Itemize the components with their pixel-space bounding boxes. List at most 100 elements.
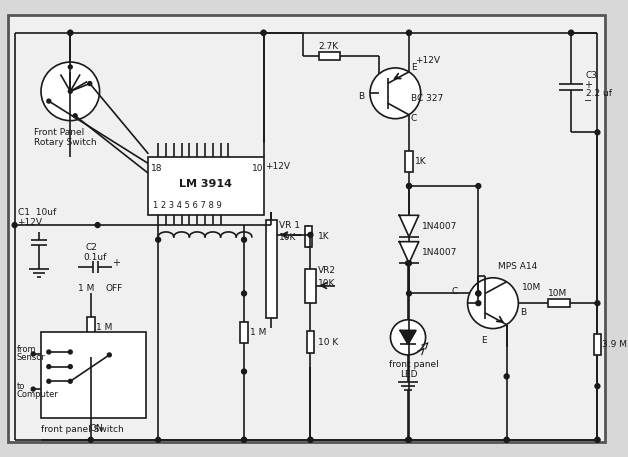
Text: 3.9 M: 3.9 M — [602, 340, 627, 349]
Circle shape — [504, 437, 509, 442]
Circle shape — [595, 437, 600, 442]
Text: +12V: +12V — [415, 56, 440, 64]
Bar — [87, 317, 95, 338]
Circle shape — [406, 184, 411, 188]
Circle shape — [156, 237, 161, 242]
Circle shape — [391, 320, 426, 355]
Circle shape — [595, 437, 600, 442]
Text: to: to — [16, 382, 25, 391]
Text: C: C — [411, 114, 417, 123]
Text: C2: C2 — [86, 243, 98, 252]
Circle shape — [47, 365, 51, 369]
Circle shape — [406, 260, 411, 266]
Circle shape — [68, 90, 72, 93]
Circle shape — [504, 374, 509, 379]
Circle shape — [595, 301, 600, 306]
Text: from: from — [16, 345, 36, 354]
Circle shape — [89, 437, 93, 442]
Text: BC 327: BC 327 — [411, 94, 443, 103]
Circle shape — [406, 30, 411, 35]
Polygon shape — [400, 330, 416, 344]
Text: LM 3914: LM 3914 — [180, 179, 232, 189]
Circle shape — [242, 437, 246, 442]
Text: 1K: 1K — [415, 157, 426, 166]
Text: 10K: 10K — [318, 279, 335, 288]
Text: MPS A14: MPS A14 — [498, 261, 537, 271]
Circle shape — [12, 223, 17, 228]
Text: 2.2 uf: 2.2 uf — [586, 89, 612, 98]
Text: Computer: Computer — [16, 390, 58, 399]
Text: VR 1: VR 1 — [279, 221, 300, 229]
Circle shape — [308, 437, 313, 442]
Circle shape — [242, 437, 246, 442]
Bar — [240, 322, 248, 343]
Text: B: B — [521, 308, 526, 318]
Text: 1 M: 1 M — [78, 284, 94, 293]
Circle shape — [47, 99, 51, 103]
Text: Front Panel: Front Panel — [34, 128, 84, 137]
Text: C: C — [452, 287, 458, 296]
Text: 1 M: 1 M — [95, 323, 112, 332]
Circle shape — [261, 30, 266, 35]
Text: +12V: +12V — [18, 218, 43, 227]
Circle shape — [595, 384, 600, 388]
Bar — [548, 299, 570, 307]
Circle shape — [406, 184, 411, 188]
Circle shape — [88, 82, 92, 85]
Text: 10 K: 10 K — [318, 338, 338, 347]
Polygon shape — [399, 215, 419, 237]
Circle shape — [242, 291, 246, 296]
Bar — [593, 334, 602, 356]
Text: 18: 18 — [151, 164, 163, 173]
Text: 10: 10 — [252, 164, 263, 173]
Circle shape — [156, 437, 161, 442]
Circle shape — [31, 352, 35, 356]
Text: C1  10uf: C1 10uf — [18, 208, 56, 217]
Bar — [306, 331, 315, 353]
Circle shape — [41, 62, 100, 121]
Circle shape — [68, 30, 73, 35]
Circle shape — [308, 233, 313, 237]
Circle shape — [73, 114, 77, 118]
Text: 10M: 10M — [522, 283, 541, 292]
Circle shape — [308, 437, 313, 442]
Bar — [41, 332, 146, 418]
Circle shape — [468, 278, 518, 329]
Circle shape — [370, 68, 421, 119]
Text: 2.7K: 2.7K — [319, 42, 339, 51]
Bar — [266, 220, 277, 318]
Circle shape — [68, 65, 72, 69]
Circle shape — [406, 437, 411, 442]
Text: front panel Switch: front panel Switch — [41, 425, 124, 434]
Text: B: B — [358, 92, 364, 101]
Text: 10K: 10K — [279, 233, 296, 242]
Bar — [305, 269, 317, 303]
Circle shape — [47, 379, 51, 383]
Text: 1N4007: 1N4007 — [422, 248, 457, 257]
Circle shape — [242, 369, 246, 374]
Circle shape — [406, 291, 411, 296]
Circle shape — [107, 353, 111, 357]
Circle shape — [68, 379, 72, 383]
Circle shape — [31, 387, 35, 391]
Circle shape — [476, 291, 481, 296]
Text: −: − — [584, 96, 592, 106]
Text: 1 2 3 4 5 6 7 8 9: 1 2 3 4 5 6 7 8 9 — [153, 201, 222, 210]
Text: E: E — [481, 336, 487, 345]
Text: VR2: VR2 — [318, 266, 336, 276]
Text: 1 M: 1 M — [250, 328, 266, 337]
Circle shape — [595, 130, 600, 135]
Polygon shape — [399, 242, 419, 263]
Text: E: E — [411, 64, 416, 72]
Bar — [405, 151, 413, 172]
Text: Sensor: Sensor — [16, 353, 45, 362]
Text: +: + — [112, 258, 120, 268]
Circle shape — [406, 437, 411, 442]
Bar — [319, 52, 340, 60]
Circle shape — [47, 350, 51, 354]
Text: Rotary Switch: Rotary Switch — [34, 138, 97, 147]
Text: 1N4007: 1N4007 — [422, 222, 457, 231]
Circle shape — [242, 237, 246, 242]
Bar — [148, 157, 264, 215]
Circle shape — [476, 184, 481, 188]
